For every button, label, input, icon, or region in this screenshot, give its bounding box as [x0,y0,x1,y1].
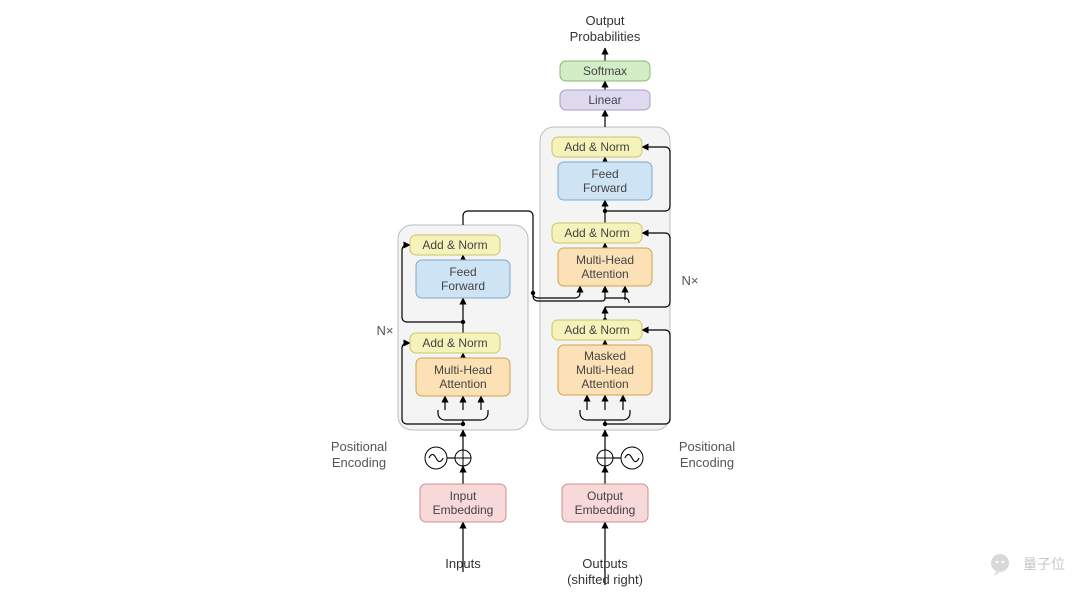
enc_an2-label: Add & Norm [422,238,487,252]
dec_mha-label: Multi-Head [576,253,634,267]
pos_enc_l1: Positional [331,439,387,454]
in_embed-label: Input [450,489,477,503]
enc_mha-label: Attention [439,377,486,391]
out_prob_1: Output [585,13,624,28]
out_embed-label: Embedding [575,503,636,517]
out_embed-label: Output [587,489,624,503]
dec_masked-label: Attention [581,377,628,391]
wechat-icon-eye [996,561,999,564]
junction-dot [531,291,535,295]
outputs_lbl1: Outputs [582,556,628,571]
watermark-text: 量子位 [1023,556,1065,572]
enc_mha-label: Multi-Head [434,363,492,377]
pos_enc_r1: Positional [679,439,735,454]
pos_enc_l2: Encoding [332,455,386,470]
softmax-label: Softmax [583,64,627,78]
inputs_lbl: Inputs [445,556,481,571]
wechat-icon-eye [1002,561,1005,564]
dec_an3-label: Add & Norm [564,140,629,154]
enc_ff-label: Feed [449,265,476,279]
dec_mha-label: Attention [581,267,628,281]
out_prob_2: Probabilities [570,29,641,44]
linear-label: Linear [588,93,621,107]
dec_ff-label: Forward [583,181,627,195]
in_embed-label: Embedding [433,503,494,517]
nx_left: N× [377,323,394,338]
pos_enc_r2: Encoding [680,455,734,470]
outputs_lbl2: (shifted right) [567,572,643,587]
dec_an1-label: Add & Norm [564,323,629,337]
transformer-diagram: SoftmaxLinearAdd & NormFeedForwardAdd & … [0,0,1080,598]
dec_an2-label: Add & Norm [564,226,629,240]
nx_right: N× [682,273,699,288]
dec_masked-label: Masked [584,349,626,363]
dec_masked-label: Multi-Head [576,363,634,377]
dec_ff-label: Feed [591,167,618,181]
enc_an1-label: Add & Norm [422,336,487,350]
wechat-icon [991,554,1009,572]
enc_ff-label: Forward [441,279,485,293]
watermark: 量子位 [991,554,1065,576]
